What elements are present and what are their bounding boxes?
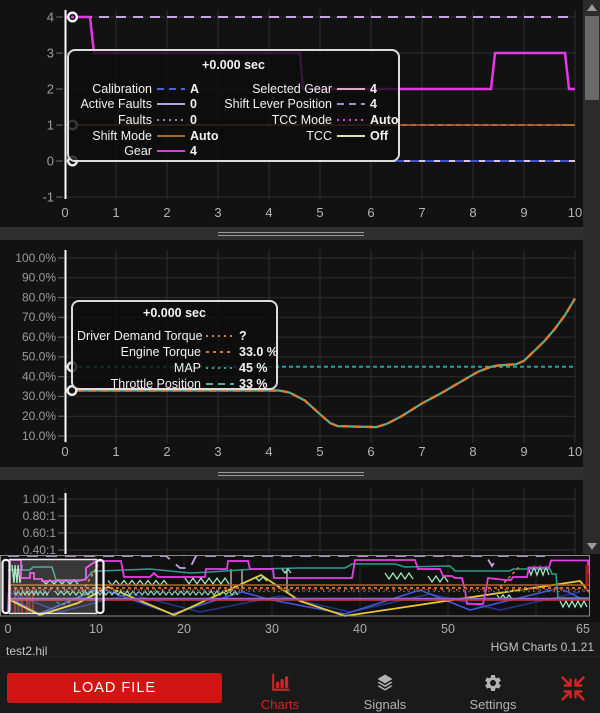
svg-text:70.0%: 70.0% [22, 310, 56, 324]
svg-text:5: 5 [316, 444, 323, 459]
svg-text:3: 3 [47, 46, 54, 61]
svg-text:10: 10 [568, 205, 582, 220]
svg-text:3: 3 [214, 205, 221, 220]
svg-text:2: 2 [47, 82, 54, 97]
svg-text:0: 0 [61, 444, 68, 459]
svg-text:2: 2 [163, 205, 170, 220]
svg-text:40.0%: 40.0% [22, 370, 56, 384]
svg-text:-1: -1 [42, 190, 54, 205]
svg-text:60.0%: 60.0% [22, 330, 56, 344]
svg-text:50.0%: 50.0% [22, 350, 56, 364]
svg-text:1: 1 [47, 118, 54, 133]
svg-text:0.40:1: 0.40:1 [23, 543, 57, 554]
svg-text:20.0%: 20.0% [22, 409, 56, 423]
svg-text:2: 2 [163, 444, 170, 459]
svg-text:1: 1 [112, 205, 119, 220]
svg-text:6: 6 [367, 444, 374, 459]
svg-text:90.0%: 90.0% [22, 271, 56, 285]
svg-text:1: 1 [112, 444, 119, 459]
svg-text:4: 4 [265, 205, 272, 220]
svg-text:6: 6 [367, 205, 374, 220]
svg-text:0.80:1: 0.80:1 [23, 509, 57, 523]
svg-text:10.0%: 10.0% [22, 429, 56, 443]
svg-text:4: 4 [265, 444, 272, 459]
svg-text:30.0%: 30.0% [22, 389, 56, 403]
svg-text:8: 8 [469, 444, 476, 459]
svg-text:10: 10 [568, 444, 582, 459]
svg-text:0: 0 [61, 205, 68, 220]
svg-text:0.60:1: 0.60:1 [23, 526, 57, 540]
svg-text:9: 9 [520, 444, 527, 459]
svg-text:7: 7 [418, 444, 425, 459]
svg-text:7: 7 [418, 205, 425, 220]
svg-text:1.00:1: 1.00:1 [23, 492, 57, 506]
svg-text:9: 9 [520, 205, 527, 220]
svg-text:3: 3 [214, 444, 221, 459]
svg-text:0: 0 [47, 154, 54, 169]
svg-text:8: 8 [469, 205, 476, 220]
svg-text:80.0%: 80.0% [22, 290, 56, 304]
svg-text:100.0%: 100.0% [15, 251, 56, 265]
svg-text:5: 5 [316, 205, 323, 220]
svg-text:4: 4 [47, 10, 54, 25]
